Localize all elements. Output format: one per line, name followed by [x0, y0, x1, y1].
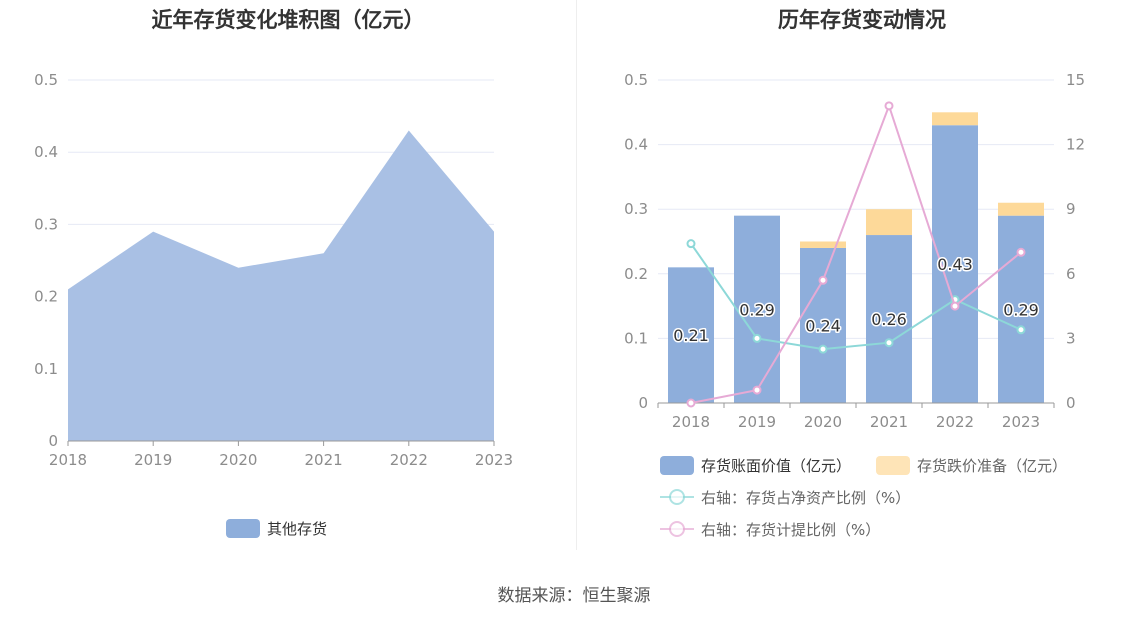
right-left-y-tick-label: 0: [638, 394, 648, 412]
left-x-tick-label: 2020: [219, 451, 257, 469]
left-x-tick-label: 2021: [305, 451, 343, 469]
left-y-tick-label: 0.1: [34, 360, 58, 378]
bar-data-label: 0.21: [673, 326, 709, 345]
line-inventory-to-net-assets-point: [818, 344, 828, 354]
right-right-y-tick-label: 6: [1066, 265, 1076, 283]
bar-book-value: [734, 215, 780, 403]
chart-divider: [576, 0, 577, 550]
legend-label-provision: 右轴：存货计提比例（%）: [701, 521, 880, 539]
bar-book-value: [866, 235, 912, 403]
left-y-tick-label: 0.4: [34, 143, 58, 161]
right-right-y-tick-label: 9: [1066, 200, 1076, 218]
bar-data-label: 0.24: [805, 316, 841, 335]
right-left-y-tick-label: 0.2: [624, 265, 648, 283]
left-x-tick-label: 2018: [49, 451, 87, 469]
legend-swatch-book-value: [660, 456, 694, 475]
left-x-tick-label: 2019: [134, 451, 172, 469]
bar-data-label: 0.26: [871, 310, 907, 329]
right-x-tick-label: 2021: [870, 413, 908, 431]
line-inventory-to-net-assets-point: [752, 333, 762, 343]
bar-impairment-provision: [800, 241, 846, 248]
area-series-other-inventory: [68, 130, 494, 442]
right-x-tick-label: 2023: [1002, 413, 1040, 431]
bar-impairment-provision: [932, 112, 978, 126]
left-y-tick-label: 0.3: [34, 215, 58, 233]
bar-book-value: [932, 125, 978, 403]
right-right-y-tick-label: 12: [1066, 136, 1085, 154]
bar-impairment-provision: [866, 209, 912, 236]
line-provision-ratio-point: [950, 301, 960, 311]
line-provision-ratio-point: [752, 385, 762, 395]
left-x-tick-label: 2022: [390, 451, 428, 469]
legend-swatch-share-marker: [669, 489, 685, 505]
bar-book-value: [800, 247, 846, 403]
right-right-y-tick-label: 3: [1066, 329, 1076, 347]
right-left-y-tick-label: 0.1: [624, 329, 648, 347]
right-x-tick-label: 2018: [672, 413, 710, 431]
left-x-tick-label: 2023: [475, 451, 513, 469]
line-provision-ratio-point: [686, 398, 696, 408]
right-x-tick-label: 2020: [804, 413, 842, 431]
line-inventory-to-net-assets-point: [884, 338, 894, 348]
legend-label-impairment-provision: 存货跌价准备（亿元）: [917, 457, 1067, 475]
bar-data-label: 0.29: [1003, 300, 1039, 319]
legend-label-share: 右轴：存货占净资产比例（%）: [701, 489, 910, 507]
line-provision-ratio-line: [690, 102, 1022, 404]
right-left-y-tick-label: 0.3: [624, 200, 648, 218]
line-provision-ratio-point: [818, 275, 828, 285]
legend-swatch-provision-marker: [669, 521, 685, 537]
left-y-tick-label: 0.5: [34, 71, 58, 89]
left-chart-title: 近年存货变化堆积图（亿元）: [151, 8, 425, 32]
right-x-tick-label: 2019: [738, 413, 776, 431]
legend-swatch-other-inventory: [226, 519, 260, 538]
bar-book-value: [668, 267, 714, 403]
legend-label-book-value: 存货账面价值（亿元）: [701, 457, 851, 475]
right-right-y-tick-label: 0: [1066, 394, 1076, 412]
bar-impairment-provision: [998, 202, 1044, 216]
bar-data-label: 0.43: [937, 255, 973, 274]
legend-label-other-inventory: 其他存货: [267, 520, 327, 538]
left-y-tick-label: 0: [48, 432, 58, 450]
line-provision-ratio-point: [884, 101, 894, 111]
line-provision-ratio-point: [1016, 247, 1026, 257]
right-chart-title: 历年存货变动情况: [778, 8, 946, 32]
bar-data-label: 0.29: [739, 300, 775, 319]
right-x-tick-label: 2022: [936, 413, 974, 431]
line-inventory-to-net-assets-point: [1016, 325, 1026, 335]
left-y-tick-label: 0.2: [34, 288, 58, 306]
bar-book-value: [998, 215, 1044, 403]
right-left-y-tick-label: 0.5: [624, 71, 648, 89]
line-inventory-to-net-assets-line: [690, 243, 1022, 351]
data-source: 数据来源：恒生聚源: [497, 586, 651, 606]
line-inventory-to-net-assets-point: [686, 239, 696, 249]
right-right-y-tick-label: 15: [1066, 71, 1085, 89]
legend-swatch-impairment-provision: [876, 456, 910, 475]
right-left-y-tick-label: 0.4: [624, 136, 648, 154]
